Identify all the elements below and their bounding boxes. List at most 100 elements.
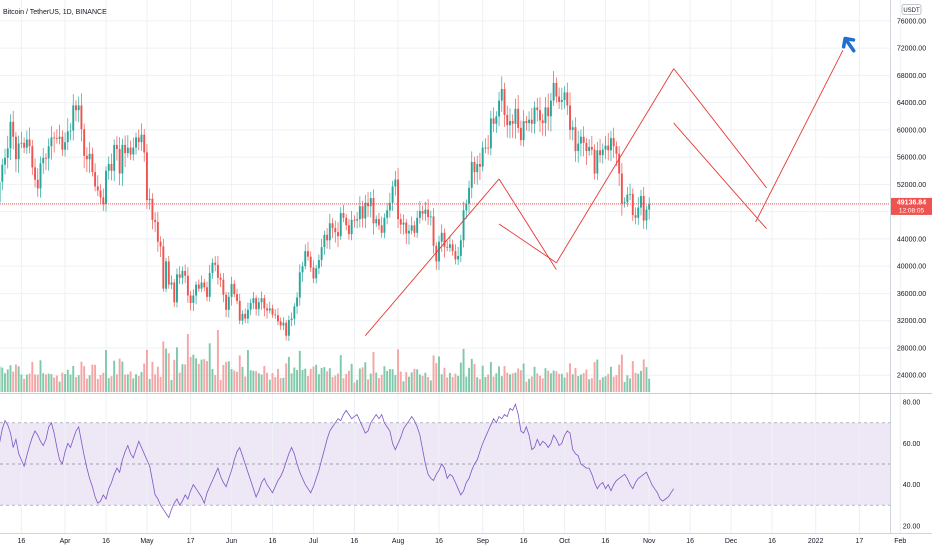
volume-bar [58, 381, 61, 392]
candle [140, 134, 143, 143]
candle [539, 110, 541, 121]
volume-bar [547, 370, 550, 392]
candle [519, 127, 522, 141]
rsi-levels [0, 422, 890, 506]
candle [552, 82, 555, 101]
last-price-value: 49136.84 [897, 199, 926, 206]
date-tick-label: Aug [392, 538, 405, 545]
volume-bar [462, 348, 465, 392]
volume-bar [383, 366, 386, 392]
volume-bar [274, 377, 277, 392]
candle [566, 92, 569, 106]
date-tick-label: Dec [725, 538, 738, 545]
price-tick-label: 56000.00 [897, 155, 926, 162]
candle [186, 275, 189, 296]
candle [107, 163, 110, 171]
candle [448, 244, 451, 248]
candle [582, 136, 585, 143]
volume-bar [372, 352, 375, 392]
volume-bar [154, 374, 157, 392]
volume-bar [408, 376, 410, 392]
volume-bar [246, 350, 249, 392]
candle [421, 210, 424, 214]
currency-badge-label: USDT [903, 8, 920, 14]
volume-bar [118, 358, 121, 392]
candle [470, 161, 473, 188]
candle [391, 186, 394, 203]
volume-bar [17, 366, 20, 392]
candle [601, 149, 604, 156]
volume-bar [176, 347, 178, 392]
volume-bar [574, 367, 577, 392]
candle [435, 245, 438, 262]
candle [203, 282, 206, 288]
candle [195, 284, 198, 296]
volume-bar [604, 376, 607, 392]
volume-bar [271, 373, 274, 392]
rsi-pane[interactable] [0, 394, 901, 533]
candle [615, 146, 618, 154]
candle [230, 283, 233, 297]
candle [337, 232, 339, 237]
trend-line [498, 178, 557, 270]
candle [610, 138, 612, 151]
currency-badge[interactable]: USDT [901, 4, 922, 15]
candle [549, 100, 552, 117]
candle [192, 295, 195, 303]
candle [487, 147, 490, 149]
volume-bar [416, 369, 419, 392]
volume-bar [115, 374, 118, 392]
volume-bar [296, 370, 299, 392]
volume-bar [514, 372, 517, 392]
candle [533, 107, 536, 124]
candle [110, 163, 113, 171]
last-price-tag: 49136.84 12:08:05 [891, 197, 932, 215]
candle [255, 298, 258, 310]
volume-bar [599, 379, 601, 392]
candle [238, 300, 241, 321]
volume-bar [358, 368, 361, 392]
volume-bar [266, 372, 268, 392]
volume-bar [31, 362, 34, 392]
candle [64, 142, 67, 150]
volume-bar [241, 366, 244, 392]
trend-line [673, 122, 767, 230]
candle [495, 116, 498, 124]
candle [145, 152, 148, 201]
volume-bar [530, 376, 533, 392]
volume-bar [566, 372, 569, 392]
volume-bar [394, 374, 397, 392]
volume-bar [601, 377, 604, 392]
time-scale[interactable]: 16 Apr 16 May 17 Jun 16 Jul 16 Aug 16 Sep 16 Oct 16 Nov… [0, 533, 932, 546]
volume-bar [227, 361, 230, 392]
volume-bar [498, 366, 501, 392]
volume-bar [173, 359, 176, 392]
volume-bar [391, 369, 394, 392]
candle [50, 137, 53, 147]
volume-bar [126, 374, 129, 392]
candle [364, 202, 367, 219]
price-tick-label: 24000.00 [897, 373, 926, 380]
volume-bar [440, 374, 443, 392]
trend-line [364, 178, 500, 336]
volume-bar [410, 372, 413, 392]
trend-line-drawings[interactable] [364, 35, 858, 336]
volume-bar [170, 379, 173, 392]
candle [206, 287, 208, 297]
candle [402, 222, 405, 225]
volume-bar [590, 378, 593, 392]
volume-bar [23, 378, 26, 392]
candle [132, 147, 135, 155]
price-scale[interactable]: 24000.00 28000.00 32000.00 36000.00 40000.00… [890, 0, 932, 533]
price-tick-label: 44000.00 [897, 236, 926, 243]
volume-bar [377, 378, 380, 392]
candle [225, 294, 228, 310]
volume-bar [282, 377, 285, 392]
candle [528, 119, 531, 124]
candle [23, 142, 26, 148]
rsi-grid [20, 394, 901, 533]
candle [405, 222, 408, 234]
candle [579, 136, 582, 144]
volume-bar [14, 364, 17, 392]
candle [634, 215, 637, 218]
